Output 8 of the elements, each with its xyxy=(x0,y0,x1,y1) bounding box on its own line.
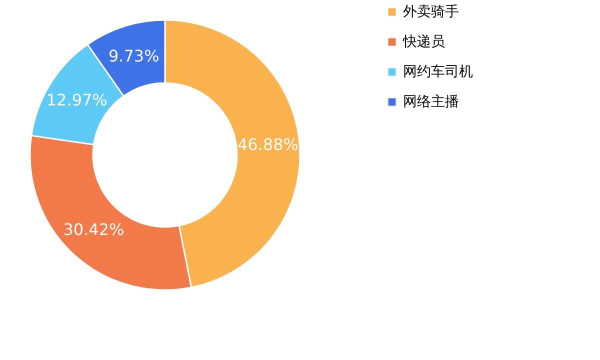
legend-label: 快递员 xyxy=(402,34,445,50)
legend-label: 外卖骑手 xyxy=(403,4,459,20)
data-label: 9.73% xyxy=(108,46,160,66)
legend-label: 网约车司机 xyxy=(403,64,473,80)
data-label: 12.97% xyxy=(46,90,108,110)
data-label: 46.88% xyxy=(237,134,299,154)
legend-label: 网络主播 xyxy=(403,94,459,110)
data-label: 30.42% xyxy=(63,220,124,240)
